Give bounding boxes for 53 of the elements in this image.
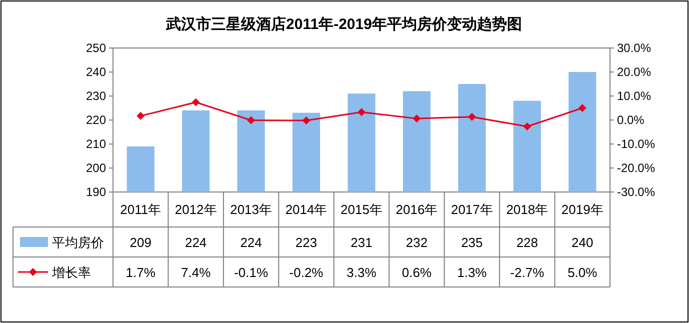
y2-tick-label: 30.0% (617, 41, 652, 55)
legend-label: 平均房价 (52, 235, 104, 250)
y2-tick-label: -10.0% (617, 137, 656, 151)
x-tick-label: 2011年 (120, 202, 162, 217)
data-label: 0.6% (402, 265, 432, 280)
data-label: 7.4% (181, 265, 212, 280)
point (412, 114, 421, 123)
point (358, 108, 366, 116)
x-tick-label: 2012年 (174, 202, 217, 217)
data-label: 5.0% (568, 265, 598, 280)
y2-tick-label: 20.0% (617, 65, 652, 79)
point (302, 116, 310, 124)
x-tick-label: 2013年 (230, 202, 272, 217)
y-tick-label: 240 (86, 65, 106, 79)
point (468, 112, 476, 121)
data-label: 224 (240, 235, 262, 250)
y2-tick-label: -20.0% (617, 161, 656, 175)
data-label: 3.3% (346, 265, 377, 280)
point (136, 112, 145, 120)
data-label: -0.2% (289, 265, 324, 280)
data-label: 1.3% (457, 265, 488, 280)
y-tick-label: 210 (86, 137, 106, 151)
y-tick-label: 250 (86, 41, 106, 55)
data-label: 231 (350, 235, 372, 250)
y2-tick-label: -30.0% (617, 185, 656, 199)
x-tick-label: 2014年 (285, 202, 328, 217)
chart-title: 武汉市三星级酒店2011年-2019年平均房价变动趋势图 (165, 15, 522, 33)
x-tick-label: 2017年 (450, 202, 493, 217)
data-label: -0.1% (234, 265, 268, 280)
point (247, 116, 256, 124)
data-label: 240 (572, 235, 594, 250)
x-tick-label: 2016年 (396, 202, 438, 217)
point (523, 122, 532, 130)
y-tick-label: 190 (86, 185, 106, 199)
y-tick-label: 220 (86, 113, 106, 127)
y2-tick-label: 10.0% (617, 89, 652, 103)
x-tick-label: 2015年 (340, 202, 382, 217)
data-label: 1.7% (126, 265, 156, 280)
data-label: 223 (295, 235, 318, 250)
data-label: -2.7% (510, 265, 545, 280)
point (578, 104, 586, 112)
data-label: 228 (516, 235, 538, 250)
y-tick-label: 230 (86, 89, 106, 103)
data-label: 224 (184, 235, 207, 250)
x-tick-label: 2019年 (561, 202, 604, 217)
point (192, 98, 200, 106)
y-tick-label: 200 (86, 161, 106, 175)
data-label: 235 (461, 235, 483, 250)
x-tick-label: 2018年 (506, 202, 548, 217)
data-label: 232 (406, 235, 428, 250)
legend-label: 增长率 (51, 265, 91, 280)
y2-tick-label: 0.0% (617, 113, 645, 127)
data-label: 209 (130, 235, 152, 250)
